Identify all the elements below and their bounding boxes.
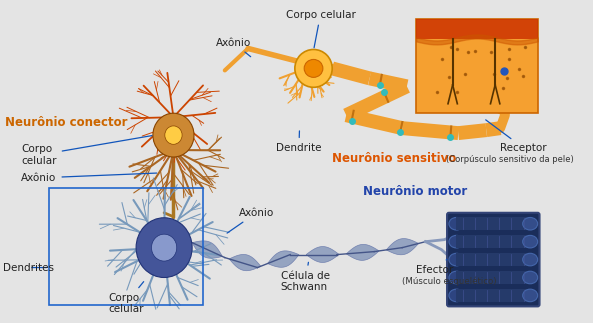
FancyBboxPatch shape	[457, 235, 530, 248]
FancyBboxPatch shape	[416, 19, 538, 113]
Text: Axônio: Axônio	[227, 208, 274, 233]
Ellipse shape	[522, 217, 538, 230]
Ellipse shape	[522, 253, 538, 266]
Circle shape	[136, 218, 192, 277]
Ellipse shape	[522, 271, 538, 284]
Polygon shape	[386, 239, 419, 255]
Circle shape	[165, 126, 182, 144]
Polygon shape	[346, 245, 379, 260]
Text: Dendrites: Dendrites	[4, 263, 55, 273]
Text: Corpo celular: Corpo celular	[285, 10, 355, 48]
FancyBboxPatch shape	[447, 213, 540, 307]
Text: (Corpúsculo sensitivo da pele): (Corpúsculo sensitivo da pele)	[446, 155, 574, 164]
Text: Dendrite: Dendrite	[276, 131, 321, 153]
Ellipse shape	[522, 289, 538, 302]
Text: Axônio: Axônio	[21, 173, 157, 183]
Text: Célula de
Schwann: Célula de Schwann	[281, 262, 330, 292]
Text: Corpo
celular: Corpo celular	[21, 136, 152, 166]
Polygon shape	[229, 255, 261, 271]
Polygon shape	[192, 241, 222, 258]
FancyBboxPatch shape	[457, 217, 530, 230]
Text: Neurônio conector: Neurônio conector	[5, 116, 128, 129]
Text: Axônio: Axônio	[215, 37, 251, 57]
Text: Neurônio motor: Neurônio motor	[363, 185, 467, 198]
Ellipse shape	[304, 59, 323, 78]
Ellipse shape	[522, 235, 538, 248]
Ellipse shape	[449, 217, 464, 230]
FancyBboxPatch shape	[416, 19, 538, 39]
Circle shape	[153, 113, 194, 157]
Text: (Músculo esquelético): (Músculo esquelético)	[402, 277, 497, 287]
Ellipse shape	[449, 271, 464, 284]
Ellipse shape	[449, 289, 464, 302]
Text: Receptor: Receptor	[486, 120, 547, 153]
Circle shape	[151, 234, 177, 261]
Ellipse shape	[295, 49, 332, 87]
Text: Efector: Efector	[416, 259, 454, 275]
Text: Corpo
celular: Corpo celular	[108, 282, 144, 314]
FancyBboxPatch shape	[457, 253, 530, 266]
FancyBboxPatch shape	[457, 271, 530, 284]
Ellipse shape	[449, 253, 464, 266]
Text: Neurônio sensitivo: Neurônio sensitivo	[332, 151, 457, 164]
Ellipse shape	[449, 235, 464, 248]
FancyBboxPatch shape	[457, 289, 530, 302]
Polygon shape	[306, 246, 339, 263]
Polygon shape	[267, 251, 299, 267]
